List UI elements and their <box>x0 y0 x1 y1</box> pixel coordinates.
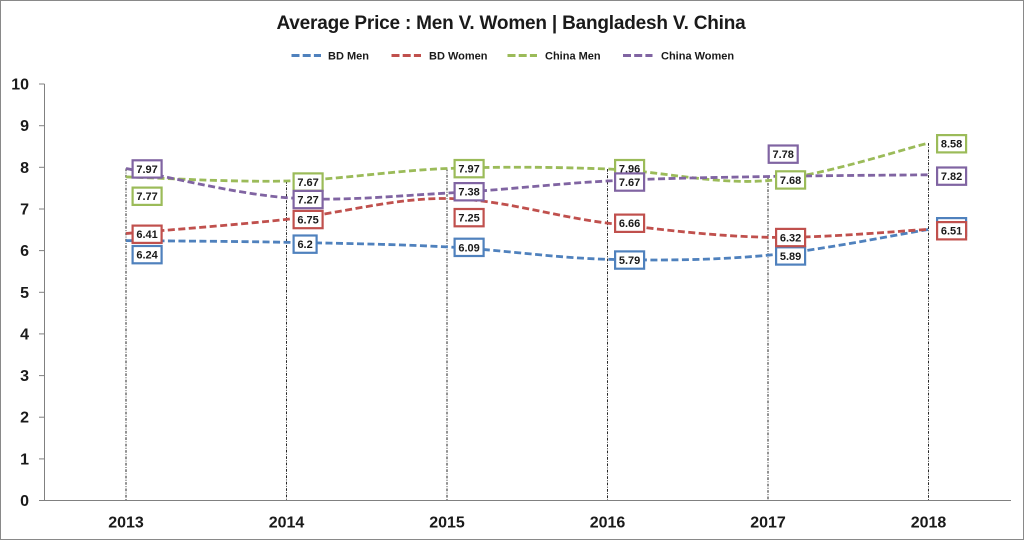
svg-text:BD Men: BD Men <box>328 50 369 62</box>
svg-text:7.25: 7.25 <box>458 213 479 225</box>
svg-text:0: 0 <box>20 493 29 510</box>
svg-text:Average Price : Men V. Women |: Average Price : Men V. Women | Banglades… <box>276 13 746 34</box>
svg-text:6.2: 6.2 <box>297 239 312 251</box>
svg-text:2014: 2014 <box>269 515 305 532</box>
svg-text:4: 4 <box>20 326 29 343</box>
svg-text:5.79: 5.79 <box>619 255 640 267</box>
svg-text:7.27: 7.27 <box>297 195 318 207</box>
svg-text:7: 7 <box>20 202 29 219</box>
svg-text:7.77: 7.77 <box>136 191 157 203</box>
svg-text:2017: 2017 <box>750 515 786 532</box>
svg-text:6.32: 6.32 <box>780 233 801 245</box>
svg-text:8: 8 <box>20 160 29 177</box>
svg-text:7.82: 7.82 <box>941 171 962 183</box>
svg-text:1: 1 <box>20 451 29 468</box>
svg-text:6.66: 6.66 <box>619 218 640 230</box>
svg-text:2: 2 <box>20 410 29 427</box>
svg-text:6: 6 <box>20 243 29 260</box>
svg-text:6.51: 6.51 <box>941 226 962 238</box>
svg-text:China Men: China Men <box>545 50 601 62</box>
svg-text:10: 10 <box>11 77 29 94</box>
svg-text:2015: 2015 <box>429 515 465 532</box>
svg-text:7.67: 7.67 <box>619 177 640 189</box>
svg-text:5.89: 5.89 <box>780 251 801 263</box>
svg-text:6.75: 6.75 <box>297 215 318 227</box>
svg-text:8.58: 8.58 <box>941 139 962 151</box>
svg-text:3: 3 <box>20 368 29 385</box>
svg-text:BD Women: BD Women <box>429 50 488 62</box>
svg-text:7.97: 7.97 <box>458 164 479 176</box>
svg-text:2018: 2018 <box>911 515 947 532</box>
svg-text:2013: 2013 <box>108 515 144 532</box>
svg-text:7.68: 7.68 <box>780 175 801 187</box>
svg-text:2016: 2016 <box>590 515 626 532</box>
svg-text:China Women: China Women <box>661 50 734 62</box>
svg-text:9: 9 <box>20 118 29 135</box>
svg-text:7.78: 7.78 <box>772 149 793 161</box>
svg-text:7.67: 7.67 <box>297 177 318 189</box>
svg-text:6.24: 6.24 <box>136 250 158 262</box>
svg-text:5: 5 <box>20 285 29 302</box>
svg-text:6.41: 6.41 <box>136 229 157 241</box>
svg-text:6.09: 6.09 <box>458 242 479 254</box>
svg-text:7.38: 7.38 <box>458 187 479 199</box>
svg-text:7.97: 7.97 <box>136 164 157 176</box>
